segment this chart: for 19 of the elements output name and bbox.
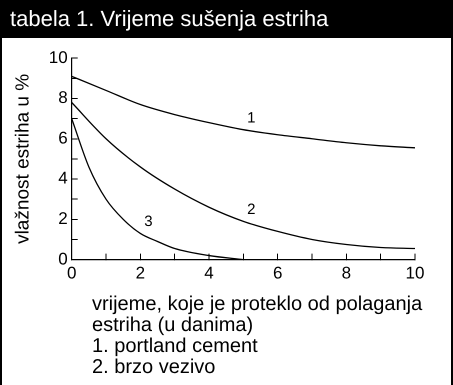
chart-title: tabela 1. Vrijeme sušenja estriha (2, 0, 451, 38)
y-tick-label: 2 (58, 209, 68, 228)
y-tick-label: 4 (58, 168, 68, 188)
series-label: 1 (247, 109, 256, 126)
x-tick-label: 4 (204, 263, 214, 282)
x-tick-label: 6 (272, 263, 282, 282)
x-tick-label: 2 (136, 263, 146, 282)
series-label: 2 (247, 200, 256, 218)
x-axis-title: vrijeme, koje je proteklo od polaganja estriha (u danima) (92, 293, 424, 336)
y-tick-label: 0 (58, 249, 68, 268)
series-label: 3 (144, 213, 153, 230)
text: 2. brzo vezivo (92, 356, 216, 378)
y-tick-label: 10 (48, 48, 68, 67)
y-tick-label: 8 (58, 88, 68, 108)
x-tick-label: 10 (406, 263, 424, 282)
y-axis-title: vlažnost estriha u % (12, 74, 34, 244)
x-tick-label: 8 (342, 263, 352, 282)
text: 1. portland cement (92, 335, 259, 357)
y-tick-label: 6 (58, 128, 68, 148)
